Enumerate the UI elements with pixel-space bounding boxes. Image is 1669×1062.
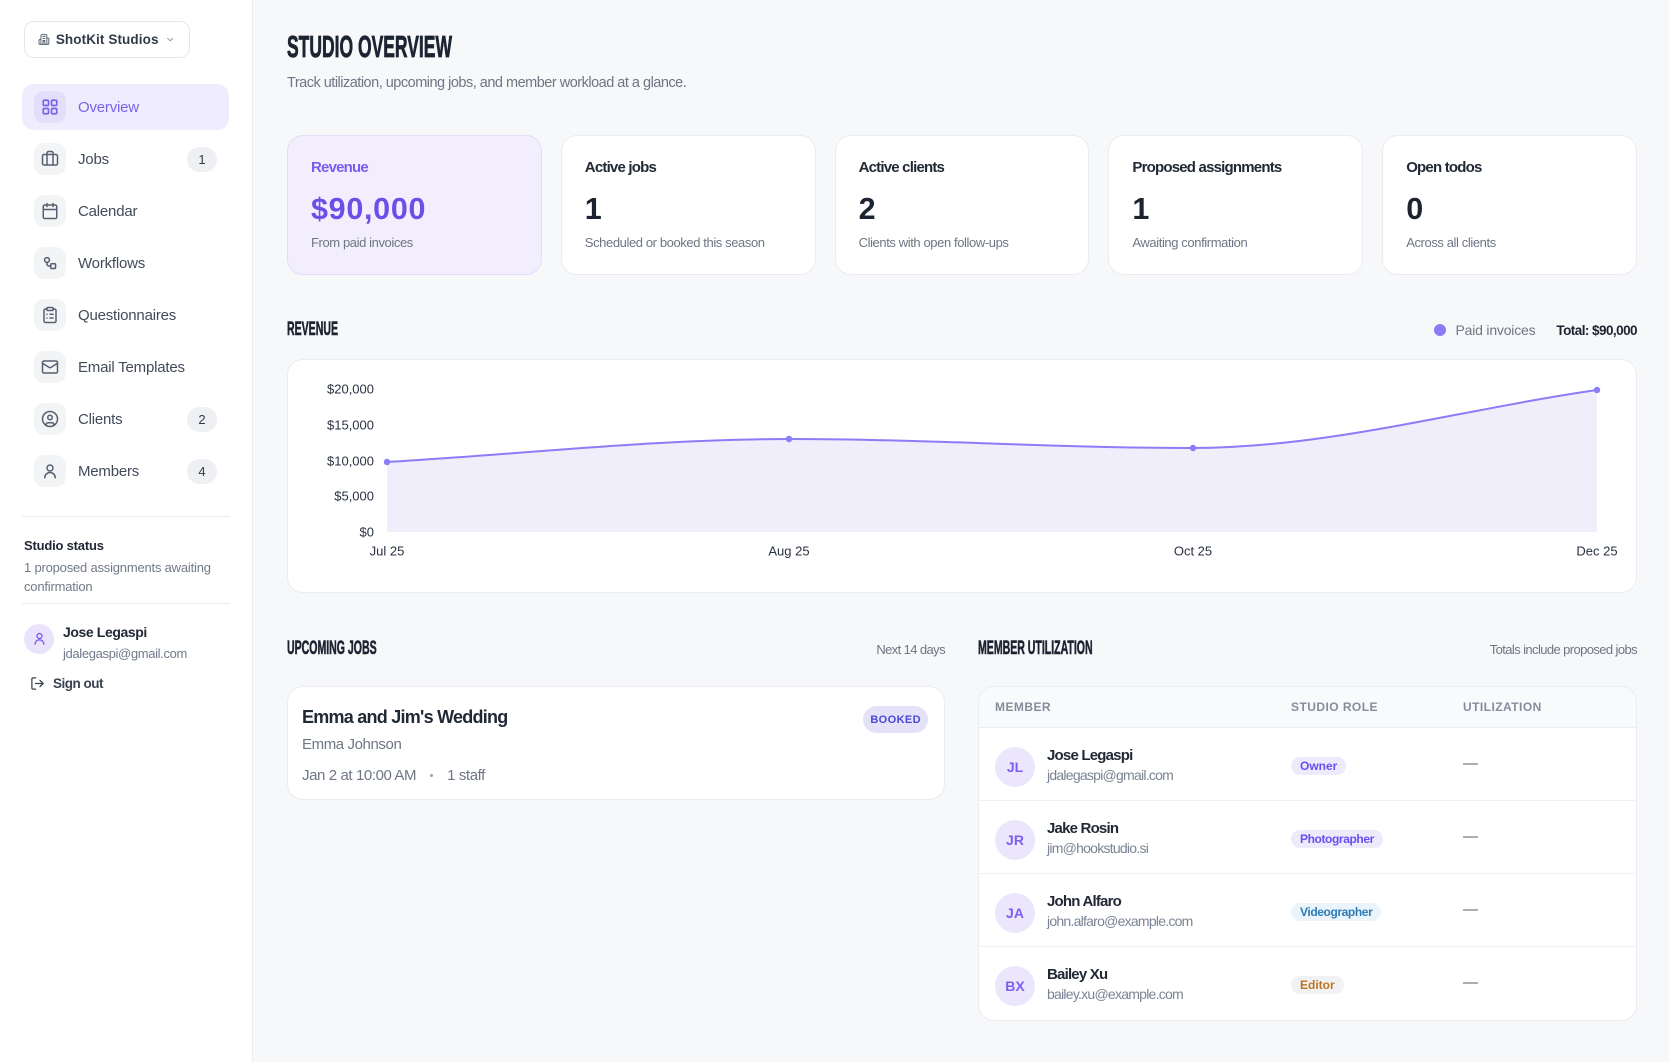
svg-text:Oct 25: Oct 25 [1174, 544, 1212, 559]
svg-text:$5,000: $5,000 [334, 489, 374, 504]
svg-text:$15,000: $15,000 [327, 418, 374, 433]
svg-text:$20,000: $20,000 [327, 382, 374, 397]
svg-text:$10,000: $10,000 [327, 454, 374, 469]
svg-text:Aug 25: Aug 25 [768, 544, 809, 559]
svg-text:Dec 25: Dec 25 [1576, 544, 1617, 559]
svg-text:$0: $0 [360, 525, 374, 540]
svg-text:Jul 25: Jul 25 [370, 544, 405, 559]
